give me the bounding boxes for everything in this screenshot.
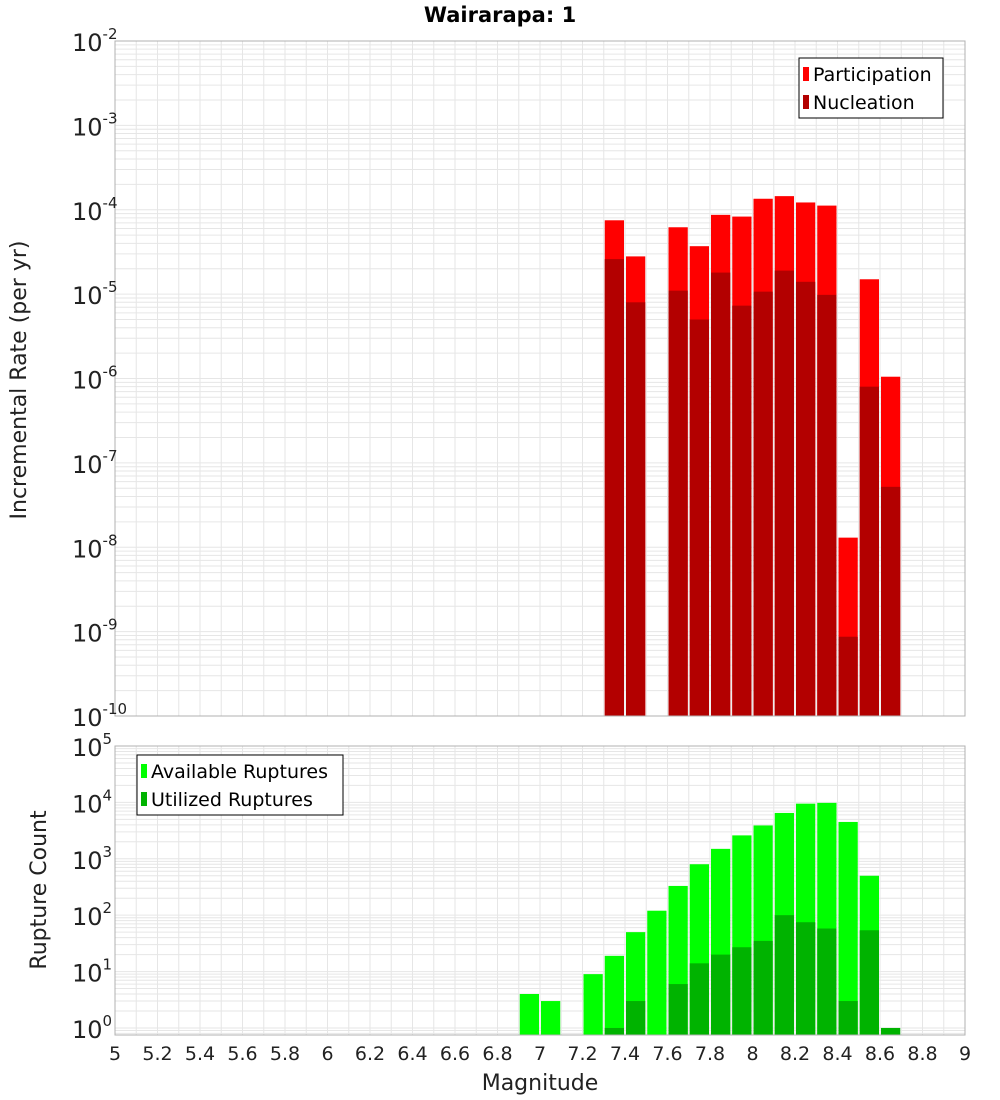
y-tick-label: 10-2 bbox=[72, 25, 118, 57]
y-tick-label: 104 bbox=[72, 786, 112, 818]
bar bbox=[711, 954, 731, 1035]
bar bbox=[881, 1027, 901, 1035]
x-tick-label: 7.2 bbox=[567, 1043, 597, 1065]
bar bbox=[647, 910, 667, 1035]
bar bbox=[604, 259, 624, 716]
y-tick-label: 10-5 bbox=[72, 278, 118, 310]
legend-box bbox=[136, 754, 344, 816]
rate-plot-panel: 10-10 10-9 10-8 10-7 10-6 10-5 10-4 10-3 10-2 Par… bbox=[72, 25, 966, 732]
count-series-utilized-ruptures bbox=[604, 915, 901, 1035]
legend-label: Utilized Ruptures bbox=[151, 789, 313, 811]
rate-y-tick-labels: 10-10 10-9 10-8 10-7 10-6 10-5 10-4 10-3 10-2 bbox=[72, 25, 127, 732]
y-tick-label: 102 bbox=[72, 899, 112, 931]
bar bbox=[774, 915, 794, 1035]
chart-title: Wairarapa: 1 bbox=[424, 3, 576, 27]
bar bbox=[753, 940, 773, 1035]
bar bbox=[711, 272, 731, 716]
bar bbox=[838, 821, 858, 1035]
bar bbox=[859, 386, 879, 716]
x-tick-label: 8.4 bbox=[822, 1043, 852, 1065]
bar bbox=[604, 1027, 624, 1035]
x-tick-label: 6.4 bbox=[397, 1043, 427, 1065]
bar bbox=[626, 302, 646, 716]
x-tick-label: 5.8 bbox=[270, 1043, 300, 1065]
x-tick-label: 6.8 bbox=[482, 1043, 512, 1065]
rate-legend: Participation Nucleation bbox=[798, 57, 944, 119]
x-tick-label: 7.4 bbox=[610, 1043, 640, 1065]
bar bbox=[732, 947, 752, 1035]
x-tick-label: 8.8 bbox=[907, 1043, 937, 1065]
y-tick-label: 100 bbox=[72, 1012, 112, 1044]
bar bbox=[541, 1001, 561, 1035]
bar bbox=[626, 1001, 646, 1035]
y-tick-label: 10-3 bbox=[72, 109, 118, 141]
bar bbox=[732, 305, 752, 716]
bar bbox=[817, 294, 837, 716]
bar bbox=[604, 955, 624, 1035]
x-tick-label: 6.6 bbox=[440, 1043, 470, 1065]
y-tick-label: 10-8 bbox=[72, 531, 118, 563]
legend-box bbox=[798, 57, 944, 119]
bar bbox=[838, 636, 858, 716]
bar bbox=[838, 1001, 858, 1035]
legend-swatch bbox=[803, 95, 809, 109]
x-tick-label: 7 bbox=[534, 1043, 546, 1065]
bar bbox=[881, 486, 901, 716]
legend-label: Nucleation bbox=[813, 92, 915, 114]
y-tick-label: 105 bbox=[72, 730, 112, 762]
x-tick-label: 8.6 bbox=[865, 1043, 895, 1065]
bar bbox=[774, 270, 794, 716]
x-axis-label: Magnitude bbox=[482, 1071, 599, 1096]
legend-label: Participation bbox=[813, 64, 932, 86]
bar bbox=[689, 963, 709, 1035]
y-tick-label: 10-6 bbox=[72, 363, 118, 395]
x-tick-label: 5.2 bbox=[142, 1043, 172, 1065]
count-legend: Available Ruptures Utilized Ruptures bbox=[136, 754, 344, 816]
count-plot-frame bbox=[114, 745, 966, 1036]
bar bbox=[583, 974, 603, 1035]
x-tick-label: 6 bbox=[321, 1043, 333, 1065]
x-tick-label: 7.8 bbox=[695, 1043, 725, 1065]
bar bbox=[753, 291, 773, 716]
bar bbox=[817, 928, 837, 1035]
y-tick-label: 10-7 bbox=[72, 447, 118, 479]
bar bbox=[519, 994, 539, 1035]
y-tick-label: 10-9 bbox=[72, 616, 118, 648]
legend-label: Available Ruptures bbox=[151, 761, 328, 783]
y-tick-label: 101 bbox=[72, 956, 112, 988]
count-y-tick-labels: 100 101 102 103 104 105 bbox=[72, 730, 112, 1044]
bar bbox=[668, 984, 688, 1035]
bar bbox=[689, 319, 709, 716]
x-tick-label: 7.6 bbox=[652, 1043, 682, 1065]
rate-plot-frame bbox=[114, 40, 966, 717]
x-tick-label: 6.2 bbox=[355, 1043, 385, 1065]
y-tick-label: 10-4 bbox=[72, 194, 118, 226]
bar bbox=[859, 930, 879, 1035]
x-tick-label: 8 bbox=[746, 1043, 758, 1065]
bar bbox=[668, 290, 688, 716]
rate-series-nucleation bbox=[604, 259, 901, 716]
y-tick-label: 103 bbox=[72, 843, 112, 875]
x-tick-label: 5.4 bbox=[185, 1043, 215, 1065]
x-tick-label: 5 bbox=[109, 1043, 121, 1065]
legend-swatch bbox=[803, 67, 809, 81]
y-tick-label: 10-10 bbox=[72, 700, 127, 732]
bottom-y-axis-label: Rupture Count bbox=[27, 810, 52, 970]
legend-swatch bbox=[141, 792, 147, 806]
bar bbox=[796, 922, 816, 1035]
legend-swatch bbox=[141, 764, 147, 778]
x-tick-label: 8.2 bbox=[780, 1043, 810, 1065]
top-y-axis-label: Incremental Rate (per yr) bbox=[7, 241, 32, 520]
rupture-count-plot-panel: 100 101 102 103 104 105 Available Ruptures Util… bbox=[72, 730, 971, 1065]
bar bbox=[796, 281, 816, 716]
x-tick-labels: 5 5.2 5.4 5.6 5.8 6 6.2 6.4 6.6 6.8 7 7.2 7.4 7.6 7.8 8… bbox=[109, 1043, 971, 1065]
rate-gridlines bbox=[114, 40, 966, 717]
x-tick-label: 9 bbox=[959, 1043, 971, 1065]
x-tick-label: 5.6 bbox=[227, 1043, 257, 1065]
